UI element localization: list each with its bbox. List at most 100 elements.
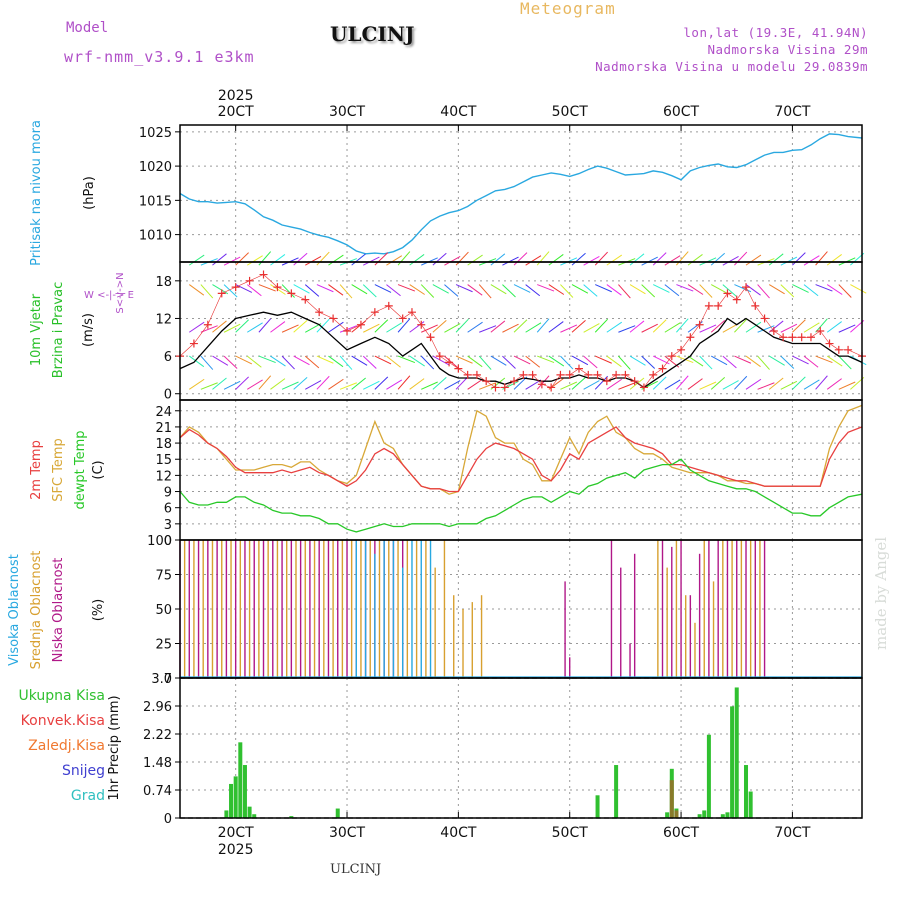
x-tick-bottom-label: 70CT: [774, 825, 811, 841]
wind-barb: [606, 254, 623, 266]
wind-barb: [420, 355, 435, 370]
y-tick-label-temperature: 9: [164, 486, 172, 501]
precip-bar: [595, 795, 600, 818]
x-tick-bottom-label: 40CT: [440, 825, 477, 841]
wind-barb: [270, 254, 286, 266]
wind-barb: [780, 256, 798, 266]
pressure-line: [179, 133, 863, 255]
lonlat-label: lon,lat (19.3E, 41.94N): [683, 25, 868, 40]
precip-bar: [702, 810, 707, 818]
wind-barb: [235, 376, 249, 390]
wind-barb: [432, 319, 447, 333]
wind-barb: [247, 255, 263, 266]
wind-barb: [826, 284, 843, 295]
wind-barb: [525, 355, 541, 368]
wind-barb: [536, 318, 550, 333]
y-tick-label-precipitation: 0.74: [143, 784, 172, 799]
wind-barb: [293, 252, 308, 266]
footer-station: ULCINJ: [330, 862, 382, 877]
wind-barb: [223, 355, 238, 369]
wind-barb: [548, 254, 564, 266]
wind-barb: [780, 380, 798, 390]
wind-barb: [223, 323, 241, 333]
meteogram-title: Meteogram: [520, 0, 616, 18]
wind-barb: [571, 377, 586, 390]
precip-legend-item: Snijeg: [62, 763, 105, 779]
wind-barb: [710, 355, 728, 366]
wind-barb: [409, 378, 425, 390]
wind-barb: [363, 256, 380, 266]
wind-barb: [826, 378, 842, 390]
wind-barb: [444, 284, 459, 297]
wind-compass-vertical: S<-|->N: [115, 272, 126, 313]
cloud-title-mid: Srednja Oblacnost: [29, 551, 44, 670]
cloud-title-low: Niska Oblacnost: [51, 558, 66, 663]
y-tick-label-precipitation: 3.7: [151, 672, 172, 687]
wind-barb: [815, 355, 833, 364]
wind-barb: [652, 252, 667, 266]
wind-barb: [304, 355, 320, 369]
precip-bar: [748, 791, 753, 818]
wind-barb: [571, 319, 586, 333]
wind-barb: [305, 255, 322, 266]
precip-legend-item: Konvek.Kisa: [21, 713, 105, 729]
wind-barb: [618, 355, 631, 370]
wind-barb: [641, 323, 658, 333]
wind-barb: [513, 284, 531, 293]
wind-barb: [316, 375, 330, 390]
wind-barb: [212, 253, 227, 266]
wind-barb: [722, 284, 737, 297]
x-tick-top-label: 50CT: [552, 104, 589, 120]
wind-barb: [467, 355, 483, 368]
wind-barb: [502, 355, 516, 369]
wind-barb: [490, 320, 506, 333]
wind-barb: [792, 376, 806, 390]
station-title: ULCINJ: [330, 22, 415, 46]
wind-barb: [258, 318, 272, 333]
wind-barb: [339, 382, 357, 390]
wind-barb: [235, 252, 249, 266]
wind-barb: [652, 376, 667, 390]
wind-barb: [200, 382, 218, 390]
wind-barb: [513, 252, 528, 266]
wind-barb: [687, 254, 703, 266]
wind-barb: [374, 284, 392, 293]
wind-barb: [560, 324, 578, 333]
wind-barb: [594, 318, 608, 333]
wind-barb: [710, 252, 726, 266]
wind-barb: [200, 325, 218, 333]
wind-barb: [258, 355, 276, 364]
y-tick-label-clouds: 50: [155, 603, 172, 618]
wind-barb: [768, 377, 784, 390]
gust-line: [179, 274, 863, 388]
wind-barb: [687, 378, 703, 390]
wind-barb: [548, 321, 564, 333]
cloud-title-high: Visoka Oblacnost: [7, 554, 22, 666]
x-tick-top-label: 70CT: [774, 104, 811, 120]
wind-barb: [594, 251, 608, 266]
wind-barb: [838, 284, 852, 298]
wind-barb: [293, 319, 308, 333]
wind-barb: [455, 355, 473, 364]
x-tick-top-label: 30CT: [329, 104, 366, 120]
pressure-unit: (hPa): [82, 176, 97, 210]
wind-barb: [502, 323, 519, 333]
wind-barb: [421, 324, 438, 333]
wind-barb: [826, 254, 842, 266]
wind-barb: [780, 355, 795, 369]
wind-barb: [745, 254, 762, 266]
wind-barb: [235, 355, 253, 365]
wind-barb: [270, 355, 286, 367]
temp-title: 2m Temp: [29, 440, 44, 500]
precip-bar: [730, 706, 735, 818]
wind-barb: [757, 284, 770, 299]
precip-legend-item: Zaledj.Kisa: [28, 738, 105, 754]
pressure-title: Pritisak na nivou mora: [29, 120, 44, 266]
wind-barb: [374, 252, 389, 266]
wind-barb: [467, 284, 483, 296]
wind-barb: [792, 355, 809, 365]
wind-barb: [397, 284, 416, 292]
wind-barb: [247, 379, 263, 390]
wind-barb: [618, 382, 636, 390]
wind-barb: [316, 355, 334, 364]
